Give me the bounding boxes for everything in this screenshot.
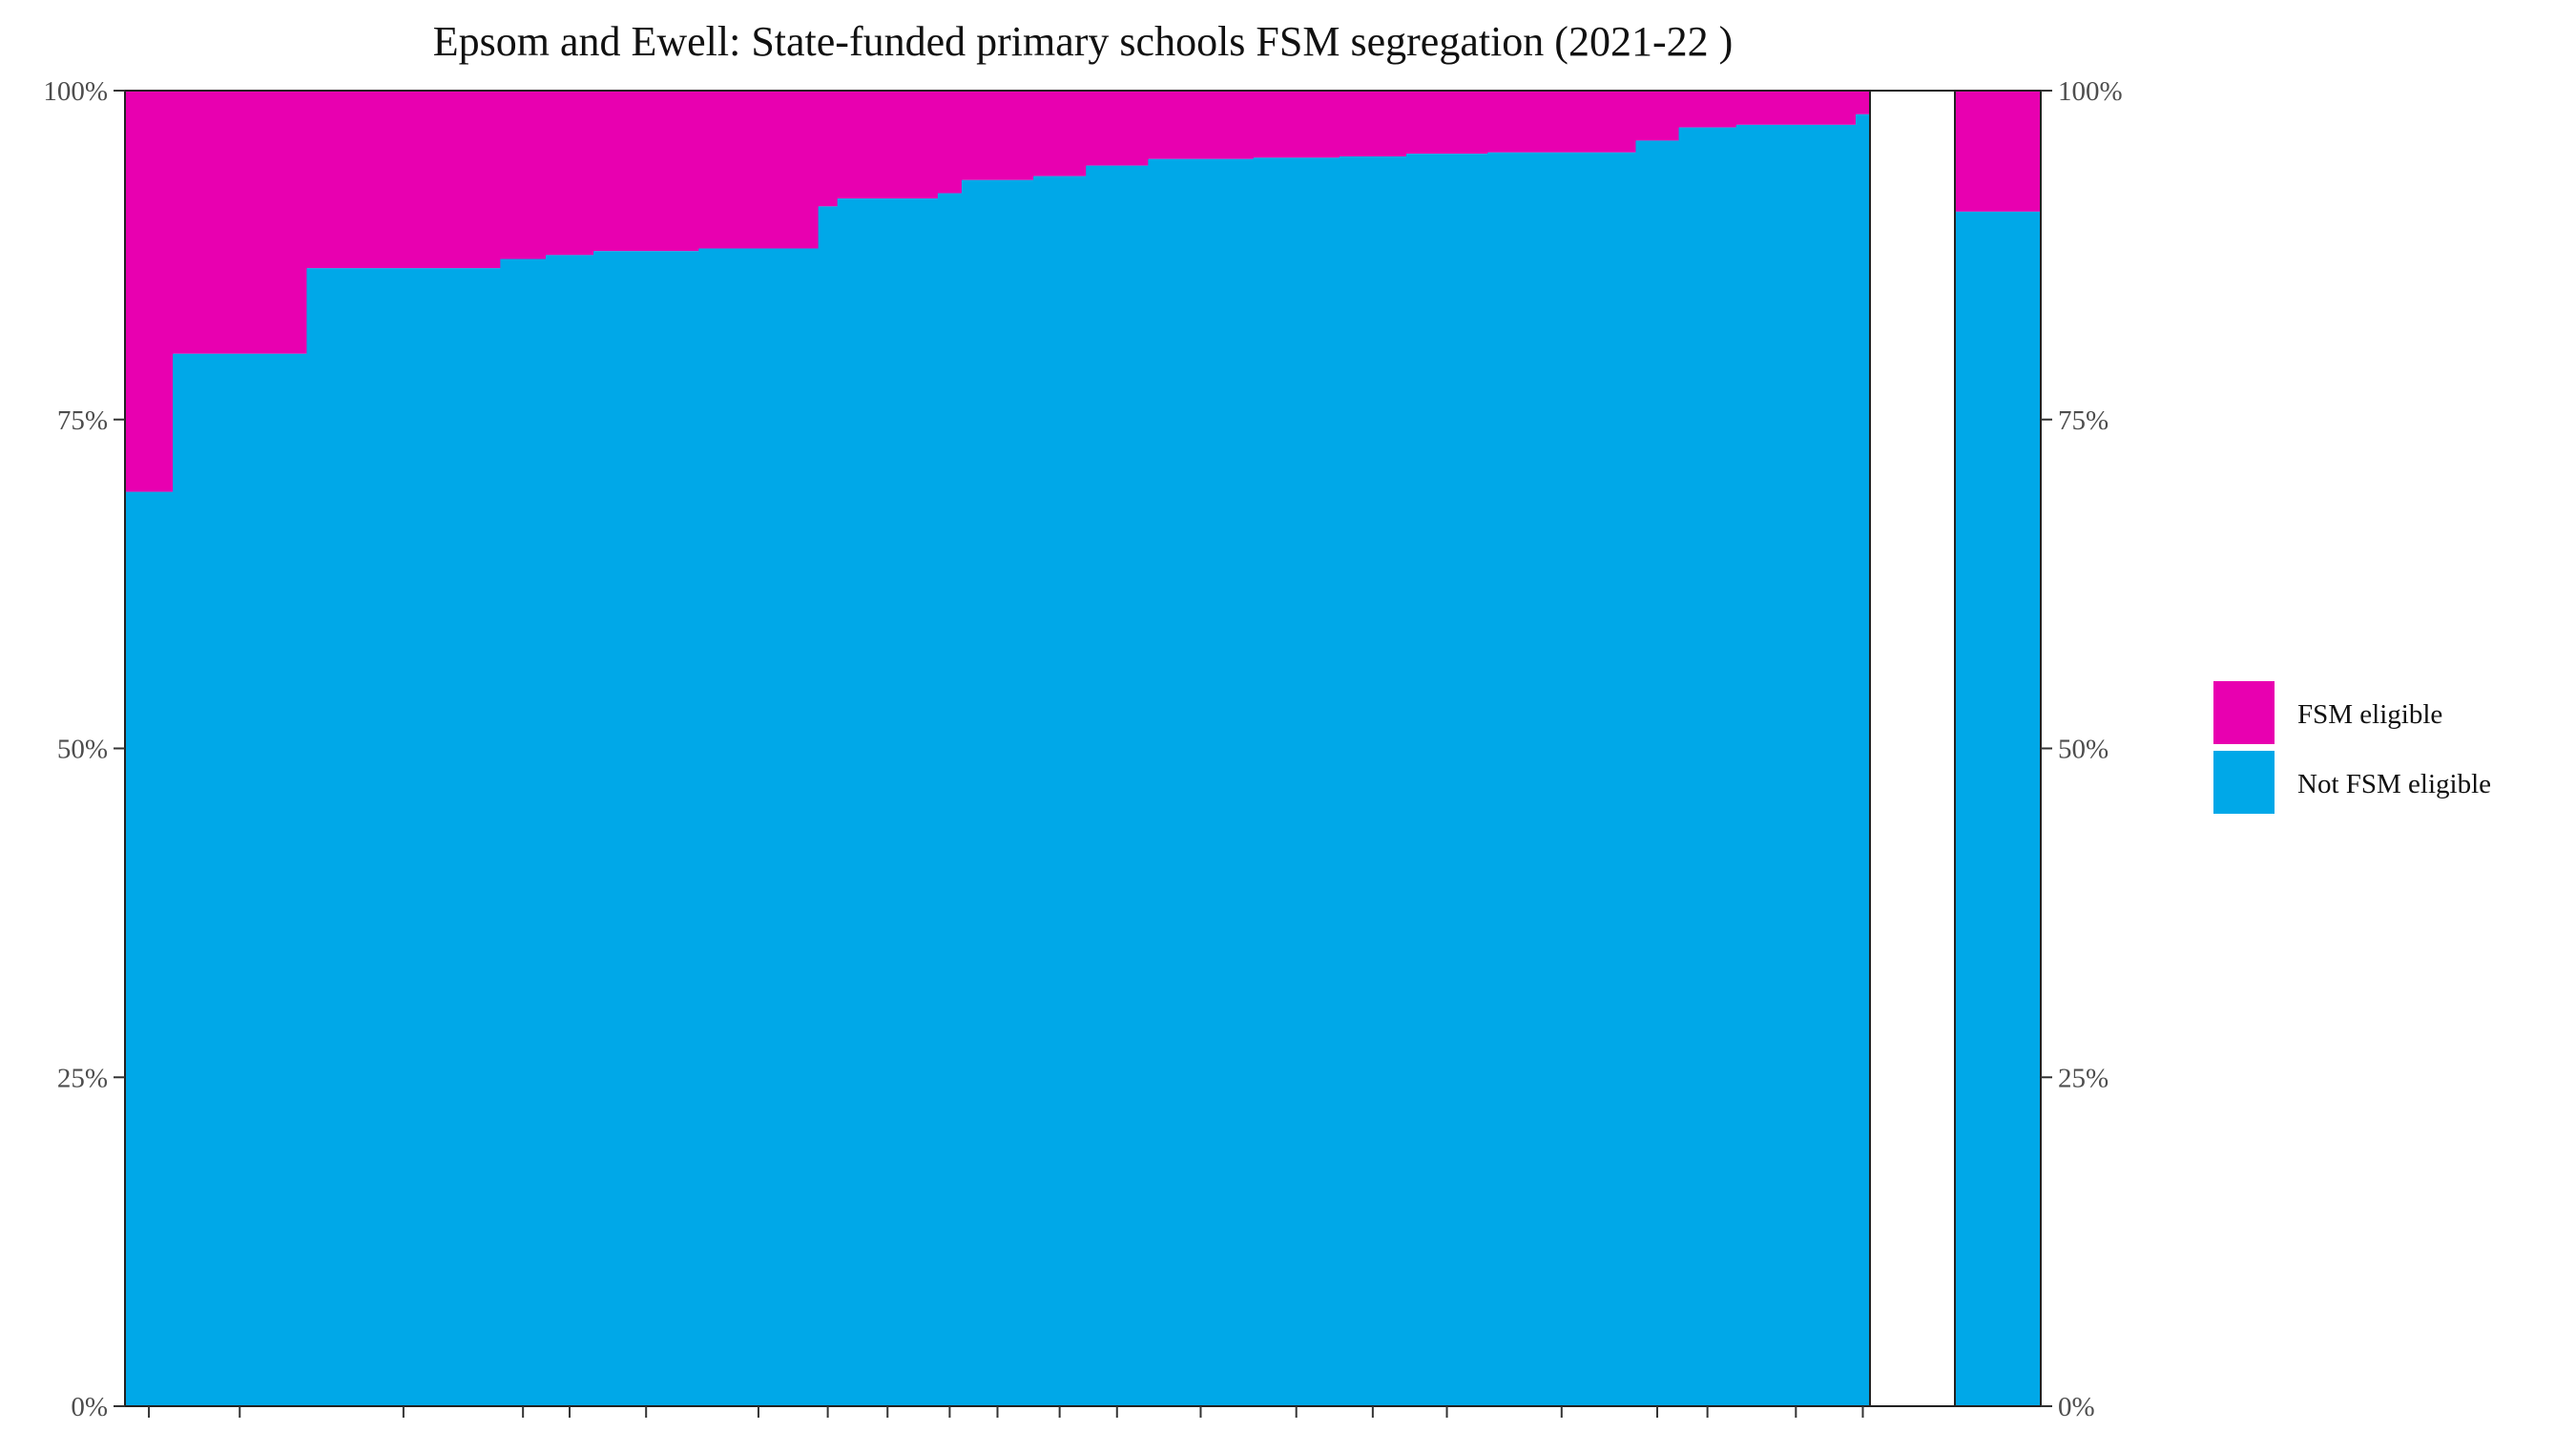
not-fsm-bar-14 bbox=[1148, 158, 1255, 1406]
schools-panel bbox=[124, 90, 1871, 1407]
y-tick-label-right-0: 0% bbox=[2058, 1392, 2095, 1422]
not-fsm-bar-2 bbox=[173, 353, 308, 1406]
fsm-bar-14 bbox=[1148, 91, 1255, 159]
not-fsm-bar-5 bbox=[545, 255, 594, 1406]
y-tick-label-right-50: 50% bbox=[2058, 735, 2109, 765]
not-fsm-bar-6 bbox=[593, 251, 699, 1406]
not-fsm-bar-22 bbox=[1855, 114, 1871, 1406]
fsm-bar-8 bbox=[818, 91, 839, 207]
not-fsm-bar-9 bbox=[837, 198, 939, 1406]
total-panel bbox=[1869, 90, 2042, 1407]
y-tick-label-right-100: 100% bbox=[2058, 76, 2123, 107]
legend-label-1: FSM eligible bbox=[2297, 699, 2442, 730]
y-axis-right: 0% 25% 50% 75% 100% bbox=[2041, 76, 2123, 1422]
y-tick-label-right-25: 25% bbox=[2058, 1063, 2109, 1093]
total-not-fsm-bar bbox=[1955, 211, 2041, 1406]
fsm-bar-13 bbox=[1086, 91, 1149, 166]
fsm-bar-11 bbox=[961, 91, 1034, 180]
total-fsm-bar bbox=[1955, 91, 2041, 212]
y-axis-left: 0% 25% 50% 75% 100% bbox=[43, 76, 125, 1422]
fsm-bar-7 bbox=[698, 91, 820, 249]
not-fsm-bar-12 bbox=[1033, 176, 1087, 1406]
fsm-bar-17 bbox=[1405, 91, 1488, 155]
chart-title: Epsom and Ewell: State-funded primary sc… bbox=[433, 18, 1734, 65]
y-tick-label-left-50: 50% bbox=[57, 735, 108, 765]
fsm-bar-9 bbox=[837, 91, 939, 199]
fsm-bar-1 bbox=[125, 91, 174, 492]
fsm-bar-20 bbox=[1678, 91, 1737, 128]
y-tick-label-right-75: 75% bbox=[2058, 405, 2109, 436]
not-fsm-bar-15 bbox=[1253, 157, 1340, 1407]
fsm-bar-6 bbox=[593, 91, 699, 252]
not-fsm-bar-3 bbox=[306, 268, 501, 1406]
fsm-bar-5 bbox=[545, 91, 594, 256]
fsm-bar-10 bbox=[937, 91, 963, 194]
x-axis bbox=[148, 1406, 1864, 1418]
fsm-bar-2 bbox=[173, 91, 308, 354]
not-fsm-bar-21 bbox=[1735, 124, 1857, 1406]
not-fsm-bar-19 bbox=[1635, 140, 1680, 1407]
not-fsm-bar-13 bbox=[1086, 165, 1149, 1406]
fsm-bar-4 bbox=[500, 91, 547, 259]
y-tick-label-left-100: 100% bbox=[43, 76, 108, 107]
gap-panel-border bbox=[1869, 90, 1956, 1407]
not-fsm-bar-18 bbox=[1487, 152, 1637, 1407]
not-fsm-bar-1 bbox=[125, 491, 174, 1406]
not-fsm-bar-7 bbox=[698, 248, 820, 1407]
legend-key-1 bbox=[2213, 681, 2275, 744]
not-fsm-bar-11 bbox=[961, 179, 1034, 1407]
fsm-bar-18 bbox=[1487, 91, 1637, 153]
y-tick-label-left-75: 75% bbox=[57, 405, 108, 436]
not-fsm-bar-8 bbox=[818, 206, 839, 1406]
not-fsm-bar-17 bbox=[1405, 154, 1488, 1406]
fsm-bar-3 bbox=[306, 91, 501, 269]
fsm-bar-15 bbox=[1253, 91, 1340, 158]
fsm-bar-16 bbox=[1339, 91, 1407, 156]
not-fsm-bar-4 bbox=[500, 259, 547, 1407]
not-fsm-bar-20 bbox=[1678, 127, 1737, 1406]
not-fsm-bar-10 bbox=[937, 193, 963, 1406]
fsm-bar-22 bbox=[1855, 91, 1871, 114]
fsm-bar-12 bbox=[1033, 91, 1087, 176]
legend-label-2: Not FSM eligible bbox=[2297, 769, 2491, 799]
y-tick-label-left-25: 25% bbox=[57, 1063, 108, 1093]
not-fsm-bar-16 bbox=[1339, 156, 1407, 1407]
fsm-bar-19 bbox=[1635, 91, 1680, 141]
y-tick-label-left-0: 0% bbox=[71, 1392, 108, 1422]
legend-key-2 bbox=[2213, 751, 2275, 814]
fsm-bar-21 bbox=[1735, 91, 1857, 125]
legend: FSM eligible Not FSM eligible bbox=[2213, 681, 2491, 814]
